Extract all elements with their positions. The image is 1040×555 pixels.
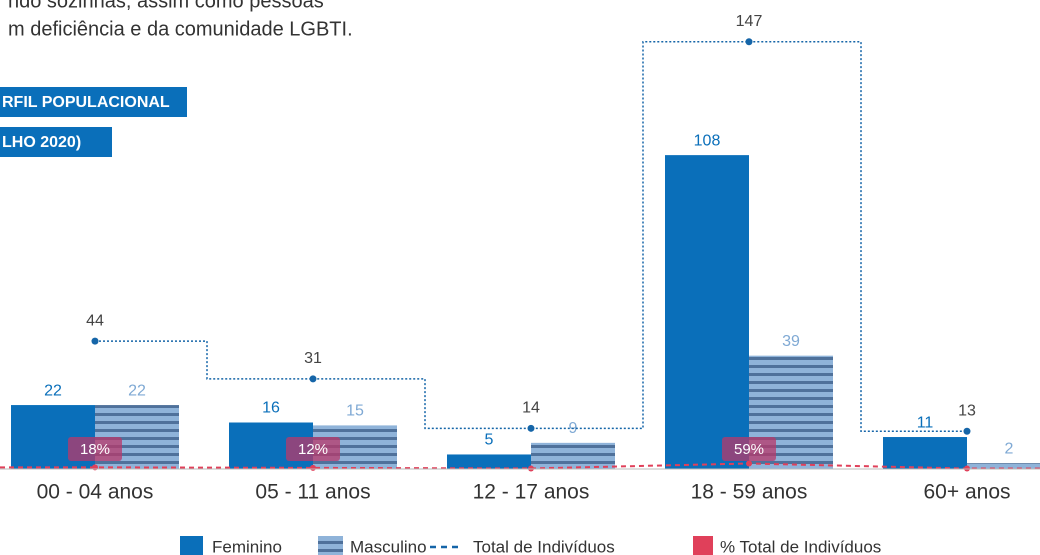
total-point [527,424,535,432]
x-tick-label: 05 - 11 anos [255,481,370,504]
percent-label: 12% [298,441,328,458]
value-label: 16 [262,400,280,417]
legend-swatch [318,536,343,555]
percent-label-box [68,437,122,461]
intro-text: m deficiência e da comunidade LGBTI. [8,18,353,40]
bar [665,155,749,469]
x-tick-label: 60+ anos [924,481,1011,504]
legend-label: % Total de Indivíduos [720,537,881,555]
total-line [95,41,967,432]
intro-text: ndo sozinhas, assim como pessoas [8,0,324,12]
bar [531,442,615,469]
value-label: 5 [485,432,494,449]
value-label: 15 [346,403,364,420]
title-box [0,127,112,157]
total-point [309,375,317,383]
value-label: 11 [917,414,934,431]
total-label: 147 [736,13,763,30]
percent-point [528,465,534,472]
total-label: 13 [958,402,976,419]
total-point [91,337,99,345]
legend-swatch [693,536,713,555]
chart-title: LHO 2020) [2,134,81,151]
chart-title: RFIL POPULACIONAL [2,94,170,111]
legend-swatch [180,536,203,555]
total-label: 44 [86,312,104,329]
bar [883,437,967,469]
value-label: 22 [44,382,62,399]
total-label: 31 [304,350,322,367]
x-tick-label: 00 - 04 anos [37,481,154,504]
total-label: 14 [522,400,540,417]
x-tick-label: 18 - 59 anos [691,481,808,504]
percent-label: 59% [734,441,764,458]
value-label: 2 [1005,440,1014,457]
legend-label: Total de Indivíduos [473,537,615,555]
bar [447,454,531,469]
title-box [0,87,187,117]
bar [967,463,1040,469]
x-tick-label: 12 - 17 anos [473,481,590,504]
percent-point [746,460,752,467]
legend-label: Feminino [212,537,282,555]
value-label: 39 [782,333,800,350]
percent-point [310,464,316,471]
total-point [745,38,753,46]
percent-label: 18% [80,441,110,458]
legend-label: Masculino [350,537,427,555]
value-label: 22 [128,382,146,399]
value-label: 108 [694,132,721,149]
percent-label-box [722,437,776,461]
percent-label-box [286,437,340,461]
total-point [963,427,971,435]
